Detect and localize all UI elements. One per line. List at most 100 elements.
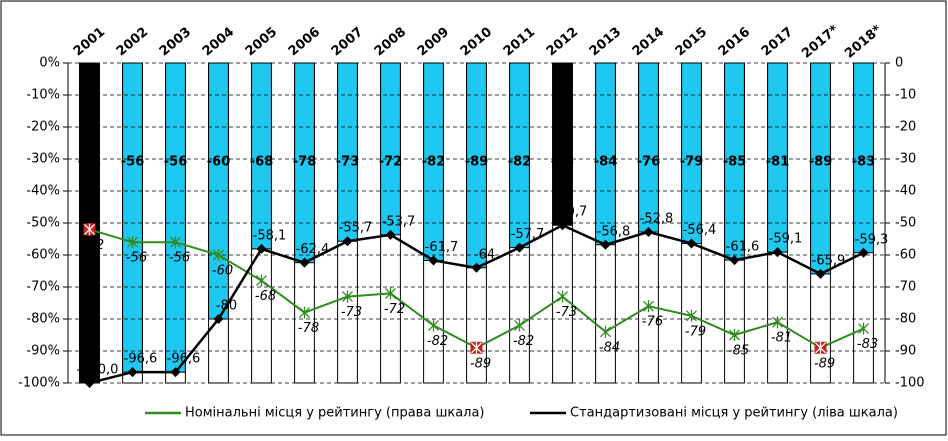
- legend-label: Номінальні місця у рейтингу (права шкала…: [185, 406, 485, 421]
- bar-label: -79: [680, 155, 704, 170]
- data-label: -81: [771, 331, 792, 346]
- bar-label: -89: [809, 155, 833, 170]
- marker: [127, 367, 138, 378]
- marker: [342, 290, 353, 303]
- data-label: -56,8: [597, 224, 631, 239]
- data-label: -79: [685, 324, 706, 339]
- data-label: -50,7: [554, 205, 588, 220]
- bar: [165, 62, 186, 373]
- marker: [170, 367, 181, 378]
- y-tick-label: -100%: [18, 376, 60, 391]
- marker: [385, 229, 396, 240]
- y2-tick-label: -70: [895, 280, 916, 295]
- marker: [815, 341, 826, 354]
- y2-tick-label: -10: [895, 88, 916, 103]
- data-label: -60: [212, 264, 233, 279]
- data-label: -53,7: [382, 214, 416, 229]
- data-label: -76: [642, 315, 663, 330]
- marker: [342, 236, 353, 247]
- data-label: -59,1: [769, 232, 803, 247]
- marker: [643, 300, 654, 313]
- data-label: -56: [169, 251, 190, 266]
- marker: [256, 243, 267, 254]
- y2-tick-label: -90: [895, 344, 916, 359]
- bar: [552, 62, 573, 226]
- data-label: -73: [341, 305, 362, 320]
- bar-label: -72: [379, 155, 403, 170]
- data-label: -56,4: [683, 223, 717, 238]
- data-label: -56: [126, 251, 147, 266]
- data-label: -58,1: [253, 228, 287, 243]
- marker: [815, 268, 826, 279]
- data-label: -55,7: [339, 221, 373, 236]
- marker: [428, 255, 439, 266]
- y-tick-label: -80%: [26, 312, 60, 327]
- y-tick-label: 0%: [39, 56, 60, 71]
- marker: [643, 226, 654, 237]
- marker: [514, 319, 525, 332]
- y2-tick-label: 0: [895, 56, 903, 71]
- data-label: -78: [298, 321, 319, 336]
- data-label: -100,0: [77, 363, 119, 378]
- marker: [600, 325, 611, 338]
- data-label: -73: [556, 305, 577, 320]
- marker: [385, 287, 396, 300]
- bar-label: -73: [336, 155, 360, 170]
- bar: [337, 62, 358, 242]
- data-label: -52,8: [640, 211, 674, 226]
- data-label: -65,9: [812, 253, 846, 268]
- y-tick-label: -90%: [26, 344, 60, 359]
- marker: [557, 220, 568, 231]
- y2-tick-label: -40: [895, 184, 916, 199]
- marker: [729, 329, 740, 341]
- data-label: -72: [384, 302, 405, 317]
- marker: [729, 255, 740, 266]
- y-tick-label: -20%: [26, 120, 60, 135]
- bar-label: -81: [766, 155, 790, 170]
- y2-tick-label: -20: [895, 120, 916, 135]
- legend-label: Стандартизовані місця у рейтингу (ліва ш…: [570, 406, 898, 421]
- y-tick-label: -70%: [26, 280, 60, 295]
- bar-label: -82: [422, 155, 446, 170]
- marker: [428, 319, 439, 332]
- data-label: -96,6: [167, 352, 201, 367]
- marker: [858, 247, 869, 258]
- marker: [858, 322, 869, 335]
- y-tick-label: -60%: [26, 248, 60, 263]
- marker: [170, 236, 181, 249]
- bar: [638, 62, 659, 233]
- bar-label: -56: [164, 155, 188, 170]
- y2-tick-label: -30: [895, 152, 916, 167]
- data-label: -89: [814, 356, 835, 371]
- bar-label: -84: [594, 155, 618, 170]
- marker: [299, 257, 310, 268]
- bar: [122, 62, 143, 373]
- data-label: -62,4: [296, 242, 330, 257]
- marker: [772, 316, 783, 329]
- data-label: -82: [427, 334, 448, 349]
- data-label: -59,3: [855, 232, 889, 247]
- data-label: -96,6: [124, 352, 158, 367]
- data-label: -84: [599, 340, 620, 355]
- bar-label: -73: [551, 155, 575, 170]
- data-label: -61,7: [425, 240, 459, 255]
- marker: [600, 239, 611, 250]
- data-label: -64: [474, 247, 495, 262]
- data-label: -68: [255, 289, 276, 304]
- marker: [84, 223, 95, 236]
- bar-label: -76: [637, 155, 661, 170]
- data-label: -83: [857, 337, 878, 352]
- bar-label: -83: [852, 155, 876, 170]
- bar-label: -52: [78, 155, 102, 170]
- marker: [471, 341, 482, 354]
- bar-label: -89: [465, 155, 489, 170]
- bar: [380, 62, 401, 236]
- y-tick-label: -50%: [26, 216, 60, 231]
- data-label: -61,6: [726, 240, 760, 255]
- data-label: -57,7: [511, 227, 545, 242]
- bar-label: -60: [207, 155, 231, 170]
- bar-label: -85: [723, 155, 747, 170]
- y-tick-label: -40%: [26, 184, 60, 199]
- bar-label: -82: [508, 155, 532, 170]
